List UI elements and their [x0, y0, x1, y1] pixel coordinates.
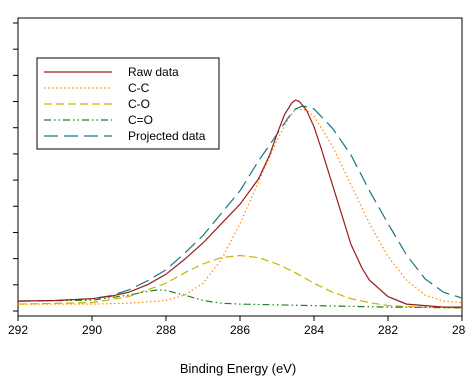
- series-layer: [17, 99, 463, 309]
- y-axis-ticks: [13, 22, 18, 312]
- legend-label: C=O: [128, 113, 153, 127]
- series-line-c-o: [17, 289, 463, 309]
- series-line-c-o: [17, 254, 463, 309]
- x-tick-label: 280: [452, 323, 466, 337]
- series-line-raw-data: [17, 99, 462, 308]
- legend-label: Projected data: [128, 129, 206, 143]
- x-axis-title: Binding Energy (eV): [180, 361, 296, 376]
- x-tick-label: 292: [8, 323, 28, 337]
- legend-label: Raw data: [128, 65, 179, 79]
- legend: Raw data C-C C-O C=O Projected data: [36, 57, 220, 150]
- legend-label: C-C: [128, 81, 150, 95]
- x-axis-ticks: 292 290 288 286 284 282 280: [8, 316, 466, 337]
- legend-label: C-O: [128, 97, 150, 111]
- x-tick-label: 290: [82, 323, 102, 337]
- series-line-c-c: [18, 108, 463, 305]
- x-tick-label: 284: [304, 323, 324, 337]
- x-tick-label: 282: [378, 323, 398, 337]
- x-tick-label: 288: [156, 323, 176, 337]
- x-tick-label: 286: [230, 323, 250, 337]
- legend-box: [36, 57, 220, 150]
